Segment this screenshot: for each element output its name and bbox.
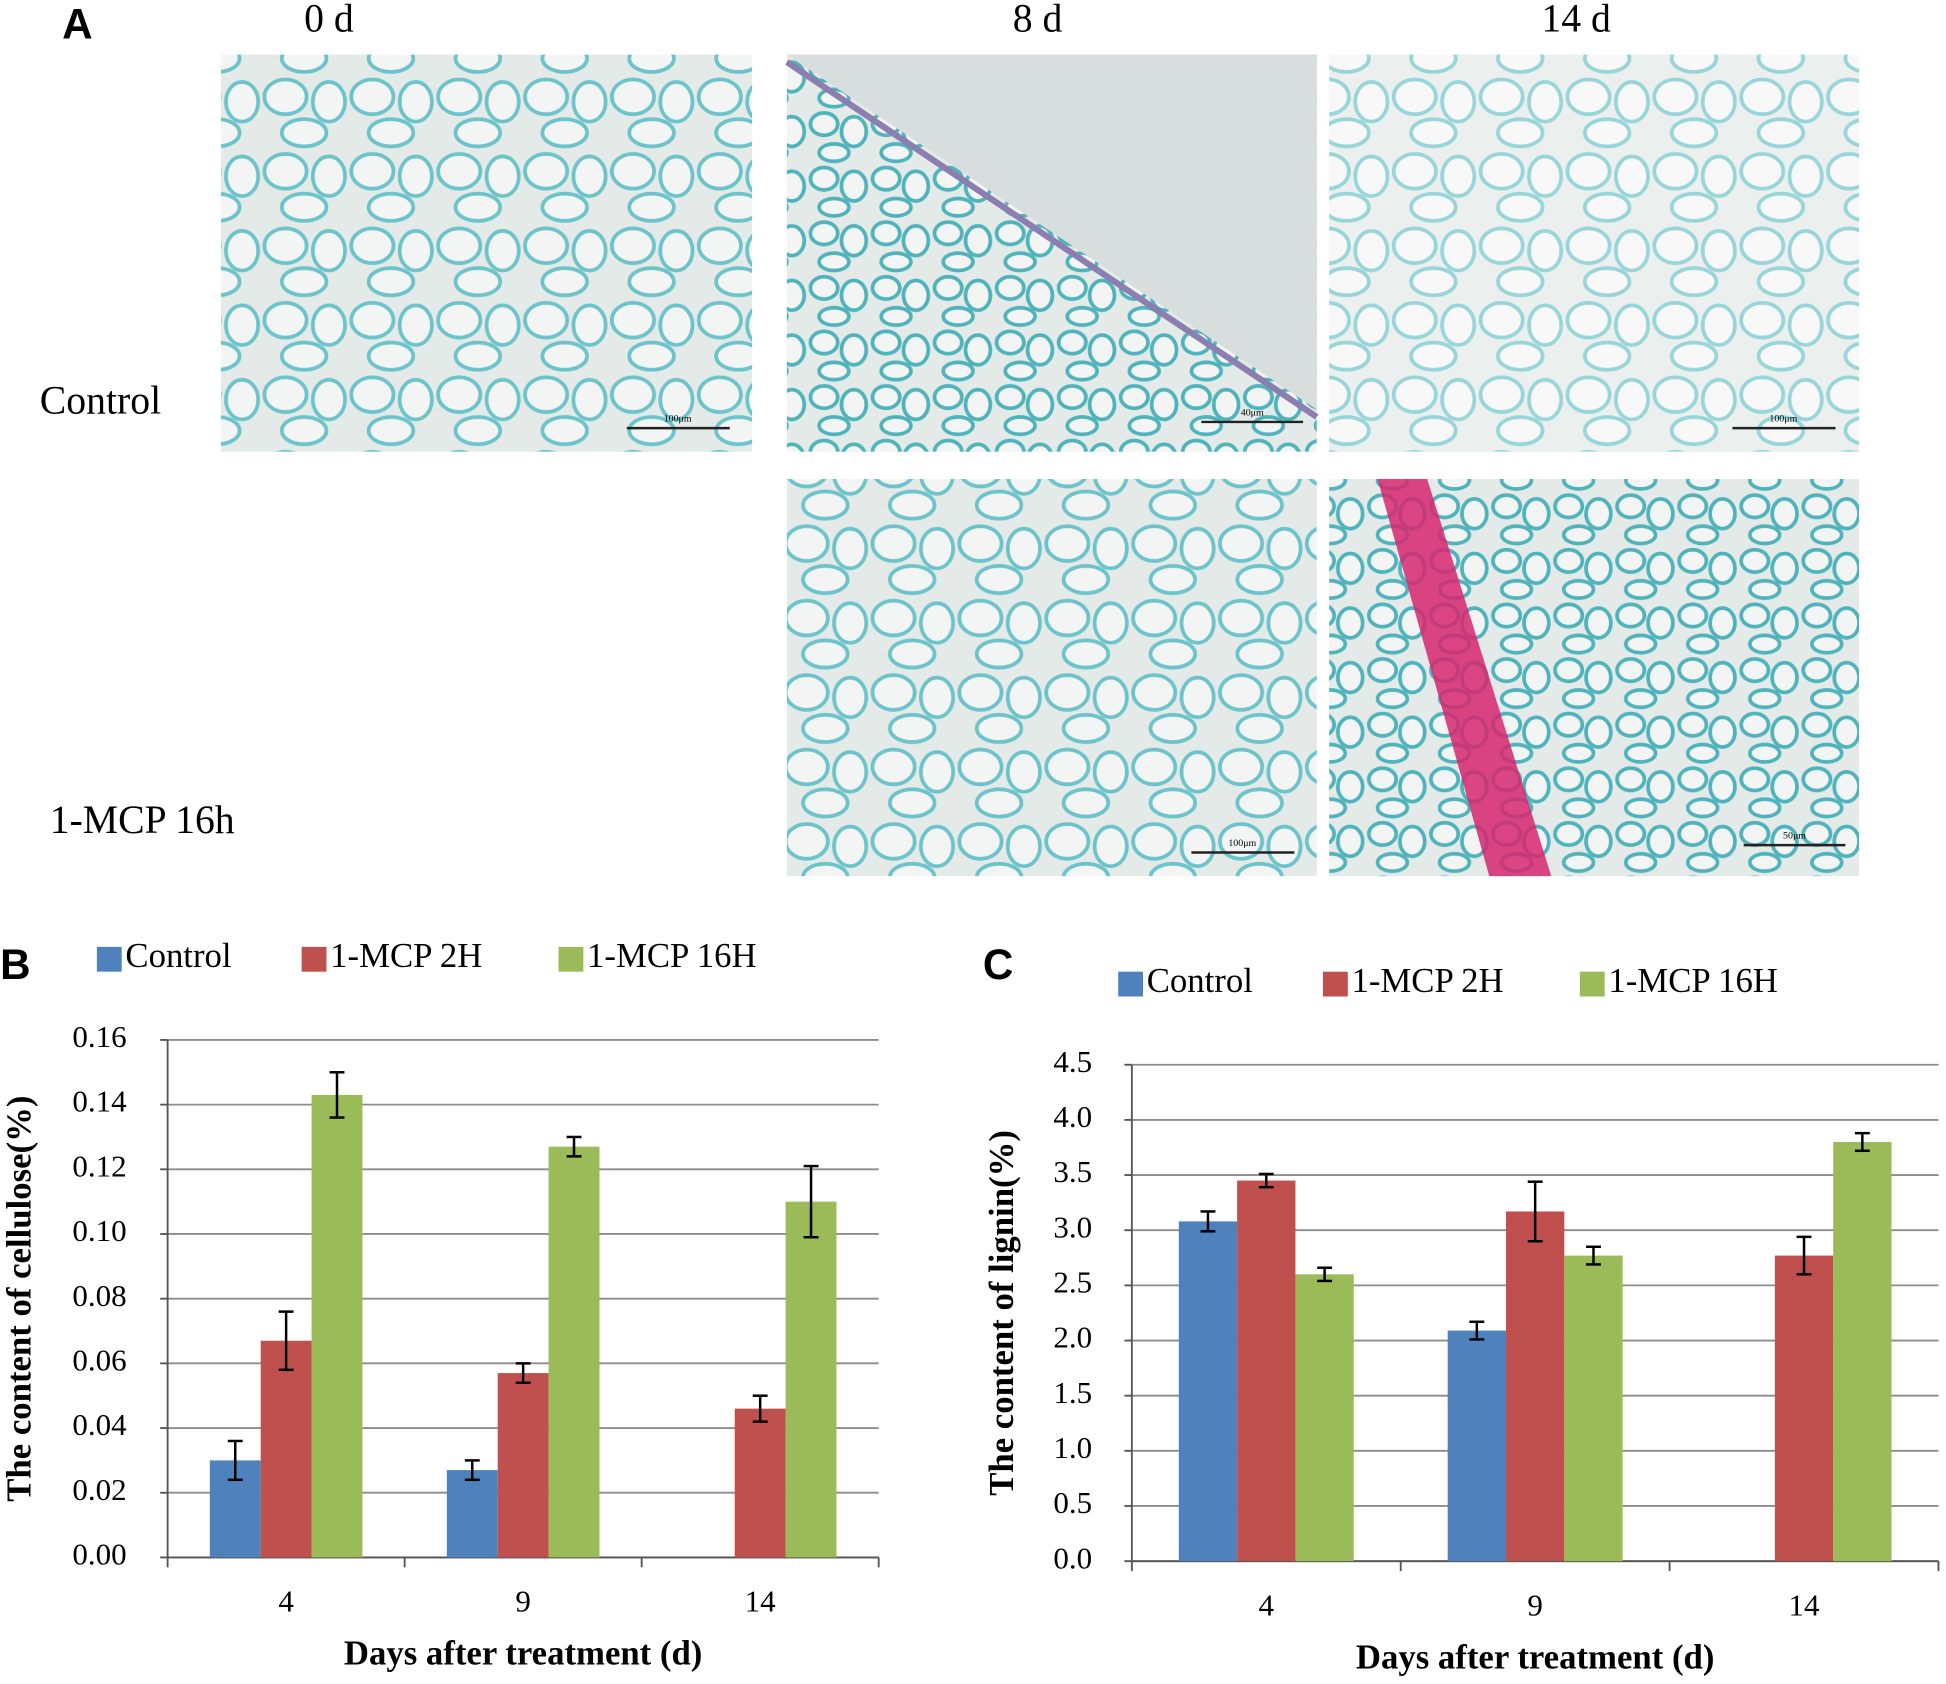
- legend-swatch: [301, 946, 327, 972]
- bar: [1295, 1274, 1354, 1562]
- bar: [1833, 1141, 1892, 1562]
- panel-label: C: [983, 941, 1013, 988]
- bar: [1237, 1180, 1296, 1562]
- error-bar: [803, 1164, 819, 1239]
- panel-label: A: [62, 0, 92, 47]
- micrograph: [1329, 54, 1860, 452]
- x-tick-label: 4: [1259, 1587, 1275, 1622]
- y-axis-title: The content of lignin(%): [982, 1130, 1021, 1496]
- column-label: 14 d: [1541, 0, 1611, 40]
- legend-label: 1-MCP 2H: [330, 936, 482, 975]
- x-tick-label: 9: [515, 1584, 531, 1619]
- legend-swatch: [96, 946, 122, 972]
- epidermis: [785, 59, 1319, 420]
- x-tick-label: 14: [745, 1584, 777, 1619]
- y-tick-label: 4.5: [1053, 1044, 1092, 1079]
- bar: [1505, 1211, 1565, 1562]
- error-bar: [329, 1071, 345, 1119]
- error-bar: [1200, 1210, 1216, 1233]
- y-tick-label: 2.0: [1053, 1320, 1092, 1355]
- y-tick-label: 0.00: [72, 1537, 126, 1572]
- error-bar: [566, 1135, 582, 1158]
- legend-swatch: [558, 946, 584, 972]
- bar: [446, 1470, 498, 1558]
- error-bar: [1258, 1172, 1274, 1189]
- y-tick-label: 0.0: [1053, 1540, 1092, 1575]
- x-tick-label: 14: [1789, 1587, 1821, 1622]
- error-bar: [227, 1439, 243, 1482]
- bar: [497, 1373, 549, 1558]
- bar: [1178, 1221, 1238, 1562]
- legend-swatch: [1579, 971, 1605, 997]
- y-tick-label: 4.0: [1053, 1099, 1092, 1134]
- legend-label: Control: [125, 936, 231, 975]
- lignified-cells: [1377, 479, 1552, 877]
- y-tick-label: 3.5: [1053, 1154, 1092, 1189]
- error-bar: [1796, 1235, 1812, 1276]
- bar: [785, 1201, 837, 1558]
- y-tick-label: 0.10: [72, 1213, 126, 1248]
- x-axis-title: Days after treatment (d): [344, 1634, 702, 1673]
- x-axis-title: Days after treatment (d): [1356, 1637, 1715, 1676]
- bar: [734, 1408, 786, 1558]
- y-tick-label: 0.12: [72, 1148, 126, 1183]
- y-tick-label: 1.5: [1053, 1375, 1092, 1410]
- row-label: Control: [40, 379, 161, 423]
- micrograph: [786, 479, 1317, 877]
- column-label: 8 d: [1013, 0, 1063, 40]
- error-bar: [1469, 1320, 1485, 1341]
- error-bar: [515, 1362, 531, 1385]
- bar: [1564, 1255, 1623, 1562]
- legend-label: Control: [1147, 961, 1253, 1000]
- bar: [311, 1094, 363, 1558]
- legend-label: 1-MCP 16H: [1608, 961, 1778, 1000]
- bar: [1447, 1330, 1506, 1562]
- y-tick-label: 0.04: [72, 1407, 127, 1442]
- column-label: 0 d: [304, 0, 354, 40]
- scale-label: 40μm: [1241, 408, 1264, 419]
- y-tick-label: 0.06: [72, 1342, 126, 1377]
- y-tick-label: 1.0: [1053, 1430, 1092, 1465]
- y-axis-title: The content of cellulose(%): [0, 1096, 38, 1502]
- panel-label: B: [0, 941, 30, 988]
- y-tick-label: 0.5: [1053, 1485, 1092, 1520]
- y-tick-label: 2.5: [1053, 1264, 1092, 1299]
- x-tick-label: 9: [1527, 1587, 1543, 1622]
- x-tick-label: 4: [278, 1584, 294, 1619]
- error-bar: [1317, 1266, 1333, 1283]
- y-tick-label: 0.16: [72, 1019, 126, 1054]
- error-bar: [752, 1394, 768, 1423]
- micrograph: [220, 54, 753, 452]
- y-tick-label: 3.0: [1053, 1209, 1092, 1244]
- legend-label: 1-MCP 2H: [1351, 961, 1503, 1000]
- bar: [1774, 1255, 1834, 1562]
- legend-swatch: [1322, 971, 1348, 997]
- error-bar: [278, 1310, 294, 1372]
- y-tick-label: 0.02: [72, 1472, 126, 1507]
- legend-label: 1-MCP 16H: [587, 936, 757, 975]
- scale-label: 50μm: [1783, 831, 1806, 842]
- y-tick-label: 0.14: [72, 1084, 127, 1119]
- error-bar: [464, 1459, 480, 1482]
- error-bar: [1527, 1180, 1543, 1243]
- error-bar: [1854, 1131, 1870, 1153]
- y-tick-label: 0.08: [72, 1278, 126, 1313]
- bar: [260, 1340, 312, 1558]
- scale-label: 100μm: [1228, 838, 1256, 849]
- error-bar: [1586, 1245, 1601, 1266]
- scale-label: 100μm: [1769, 414, 1797, 425]
- scale-label: 100μm: [664, 414, 692, 425]
- bar: [548, 1146, 600, 1558]
- legend-swatch: [1118, 971, 1144, 997]
- row-label: 1-MCP 16h: [50, 798, 235, 842]
